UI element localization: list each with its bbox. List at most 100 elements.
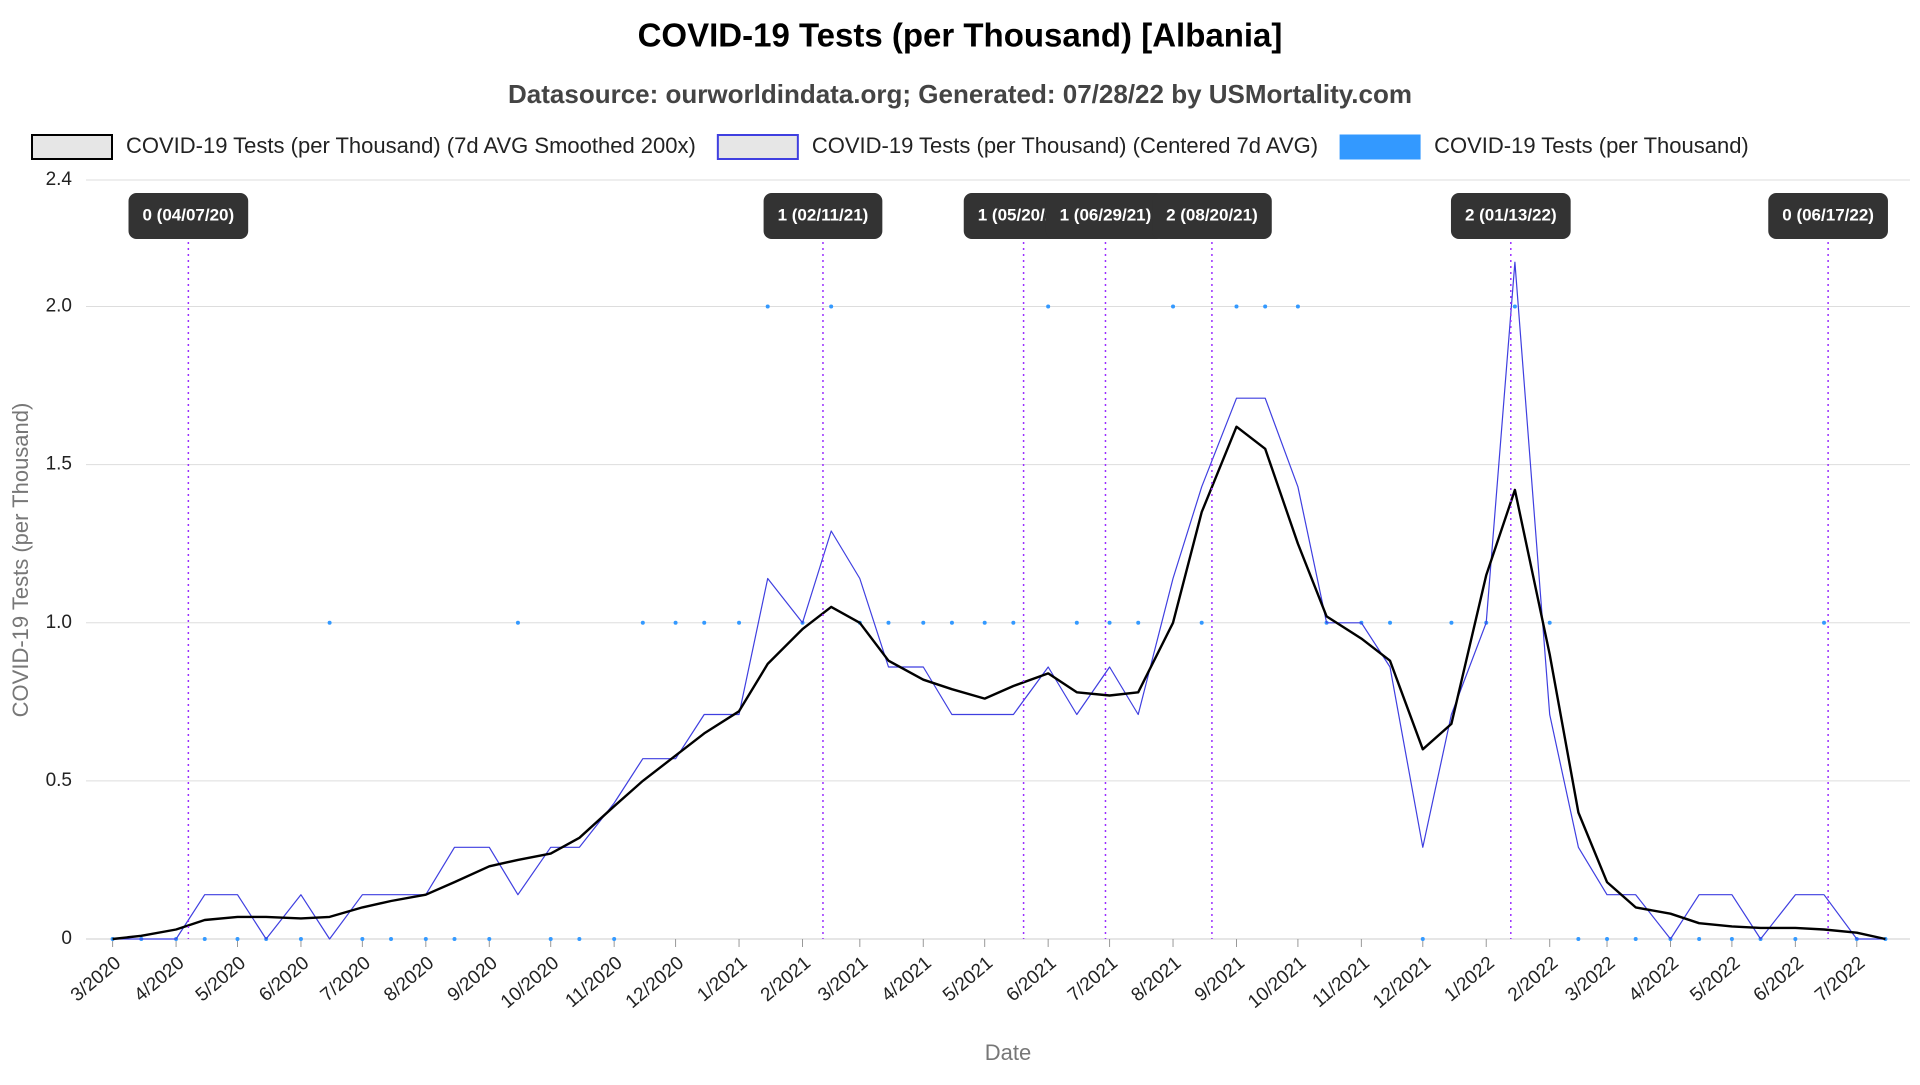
x-tick-label: 9/2020 — [444, 953, 502, 1006]
data-point — [1633, 937, 1638, 941]
annotation-box — [763, 193, 883, 239]
x-tick-label: 12/2020 — [622, 953, 688, 1013]
data-point — [949, 620, 954, 625]
annotation: 2 (08/20/21) — [1152, 193, 1272, 239]
x-tick-label: 3/2021 — [814, 953, 872, 1006]
x-tick-label: 1/2022 — [1441, 953, 1499, 1006]
data-point — [298, 937, 303, 941]
data-point — [1547, 620, 1552, 625]
annotation-box — [1152, 193, 1272, 239]
annotation-label: 1 (06/29/21) — [1060, 205, 1152, 224]
annotation: 1 (02/11/21) — [763, 193, 883, 239]
data-point — [1822, 620, 1827, 625]
annotation-label: 0 (04/07/20) — [143, 205, 235, 224]
y-tick-label: 1.0 — [46, 612, 72, 633]
y-tick-label: 0.5 — [46, 770, 72, 791]
x-tick-label: 11/2020 — [562, 953, 627, 1012]
data-point — [548, 937, 553, 941]
data-point — [577, 937, 582, 941]
x-tick-label: 5/2021 — [939, 953, 997, 1006]
data-point — [1697, 937, 1702, 941]
annotation-box — [128, 193, 249, 239]
legend-swatch — [31, 134, 113, 160]
x-tick-label: 7/2022 — [1811, 953, 1869, 1006]
annotation-label: 2 (08/20/21) — [1166, 205, 1258, 224]
annotation-box — [1768, 193, 1888, 239]
series-line — [112, 425, 1886, 941]
data-point — [640, 620, 645, 625]
data-point — [423, 937, 428, 941]
x-tick-label: 4/2022 — [1625, 953, 1683, 1006]
legend-label: COVID-19 Tests (per Thousand) (7d AVG Sm… — [126, 133, 696, 158]
data-point — [982, 620, 987, 625]
x-tick-label: 7/2021 — [1064, 953, 1122, 1006]
data-point — [829, 304, 834, 309]
y-tick-label: 2.4 — [46, 169, 73, 190]
y-axis-title: COVID-19 Tests (per Thousand) — [8, 403, 33, 718]
data-point — [1171, 304, 1176, 309]
data-point — [1074, 620, 1079, 625]
data-point — [1793, 937, 1798, 941]
annotation-label: 1 (02/11/21) — [778, 205, 869, 224]
chart-title: COVID-19 Tests (per Thousand) [Albania] — [638, 17, 1283, 54]
data-point — [515, 620, 520, 625]
annotation-box — [1045, 193, 1166, 239]
x-tick-label: 6/2021 — [1003, 953, 1061, 1006]
data-point — [1263, 304, 1268, 309]
legend-swatch — [1339, 134, 1421, 160]
data-point — [886, 620, 891, 625]
chart-subtitle: Datasource: ourworldindata.org; Generate… — [508, 79, 1412, 109]
legend-label: COVID-19 Tests (per Thousand) — [1434, 133, 1749, 158]
annotation-label: 0 (06/17/22) — [1782, 205, 1874, 224]
data-point — [1729, 937, 1734, 941]
annotation: 1 (06/29/21) — [1045, 193, 1166, 239]
annotation-box — [1450, 193, 1571, 239]
annotation: 0 (04/07/20) — [128, 193, 249, 239]
x-tick-label: 9/2021 — [1191, 953, 1249, 1006]
x-tick-label: 11/2021 — [1309, 953, 1374, 1012]
data-point — [1011, 620, 1016, 625]
series-line — [112, 261, 1886, 940]
x-tick-label: 5/2020 — [192, 953, 250, 1006]
x-tick-label: 4/2020 — [130, 953, 188, 1006]
x-tick-label: 5/2022 — [1686, 953, 1744, 1006]
data-point — [235, 937, 240, 941]
x-tick-label: 2/2022 — [1504, 953, 1562, 1006]
data-point — [702, 620, 707, 625]
x-tick-label: 7/2020 — [317, 953, 375, 1006]
data-point — [765, 304, 770, 309]
x-tick-label: 4/2021 — [878, 953, 936, 1006]
data-point — [1199, 620, 1204, 625]
x-tick-label: 10/2021 — [1244, 953, 1310, 1013]
data-point — [1576, 937, 1581, 941]
x-tick-label: 3/2020 — [67, 953, 125, 1006]
data-point — [1605, 937, 1610, 941]
y-tick-label: 2.0 — [46, 296, 72, 317]
data-point — [921, 620, 926, 625]
data-point — [1512, 304, 1517, 309]
data-point — [360, 937, 365, 941]
annotation-label: 2 (01/13/22) — [1465, 205, 1557, 224]
x-tick-label: 2/2021 — [757, 953, 815, 1006]
data-point — [1295, 304, 1300, 309]
x-tick-label: 8/2020 — [380, 953, 438, 1006]
data-point — [673, 620, 678, 625]
data-point — [612, 937, 617, 941]
data-point — [1136, 620, 1141, 625]
data-point — [1420, 937, 1425, 941]
data-point — [1388, 620, 1393, 625]
data-point — [202, 937, 207, 941]
x-tick-label: 12/2021 — [1369, 953, 1435, 1013]
data-point — [389, 937, 394, 941]
x-tick-label: 8/2021 — [1127, 953, 1185, 1006]
annotation: 0 (06/17/22) — [1768, 193, 1888, 239]
data-point — [452, 937, 457, 941]
legend-label: COVID-19 Tests (per Thousand) (Centered … — [812, 133, 1318, 158]
x-axis-title: Date — [985, 1040, 1031, 1065]
data-point — [1449, 620, 1454, 625]
data-point — [1234, 304, 1239, 309]
x-tick-label: 10/2020 — [497, 953, 563, 1013]
data-point — [327, 620, 332, 625]
x-tick-label: 6/2020 — [255, 953, 313, 1006]
